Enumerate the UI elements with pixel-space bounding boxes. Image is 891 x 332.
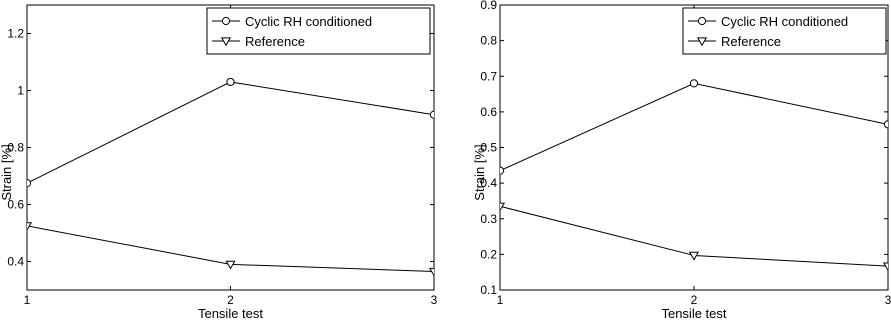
x-tick-label: 3 [431,293,438,307]
legend-marker [696,37,708,47]
y-axis-label: Strain [%] [0,144,14,200]
y-tick-label: 0.3 [480,212,497,226]
data-point-reference [882,262,888,272]
data-point-reference [688,251,700,261]
y-tick-label: 0.4 [7,255,24,269]
series-layer [500,79,888,272]
series-line-cyclic-rh-conditioned [27,81,434,184]
y-axis-label: Strain [%] [472,144,487,200]
y-tick-label: 0.8 [480,34,497,48]
y-tick-label: 0.7 [480,69,497,83]
data-point-cyclic-rh-conditioned [689,79,699,88]
y-tick-label: 0.4 [480,176,497,190]
y-tick-label: 1.2 [7,27,24,41]
data-point-cyclic-rh-conditioned [429,110,434,119]
y-tick-label: 0.6 [7,198,24,212]
data-point-cyclic-rh-conditioned [500,166,505,175]
y-tick-label: 0.2 [480,247,497,261]
x-tick-label: 2 [227,293,234,307]
chart-2: 0.1 0.2 0.3 0.4 0.5 0.6 0.7 0.8 0.9 1 2 3 Tensile te… [472,0,891,321]
data-point-reference [225,260,236,270]
data-point-cyclic-rh-conditioned [27,179,32,188]
legend-entry: Cyclic RH conditioned [721,14,848,29]
x-tick-label: 1 [24,293,31,307]
legend-marker [220,37,232,47]
legend-box [682,7,887,55]
data-point-reference [428,267,434,277]
y-tick-label: 0.5 [480,141,497,155]
x-tick-label: 1 [497,293,504,307]
y-tick-label: 0.1 [480,283,497,297]
x-axis-label: Tensile test [198,306,263,321]
legend-marker [697,16,707,26]
legend: Cyclic RH conditioned Reference [682,7,887,55]
series-layer [27,77,434,277]
legend-box [206,7,431,55]
legend: Cyclic RH conditioned Reference [206,7,431,55]
data-point-reference [500,202,506,212]
chart-1: 0.4 0.6 0.8 1 1.2 1 2 3 Tensile test Strain [%] Cy… [0,4,438,321]
y-tick-label: 0.8 [7,141,24,155]
data-point-cyclic-rh-conditioned [226,77,235,87]
x-axis-label: Tensile test [661,306,726,321]
x-tick-label: 3 [885,293,891,307]
series-line-cyclic-rh-conditioned [500,82,888,172]
y-tick-label: 1 [17,84,24,98]
y-tick-label: 0.9 [480,0,497,12]
legend-entry: Cyclic RH conditioned [245,14,372,29]
data-point-cyclic-rh-conditioned [883,120,888,129]
y-tick-label: 0.6 [480,105,497,119]
legend-entry: Reference [245,34,305,49]
legend-entry: Reference [721,34,781,49]
legend-marker [221,16,231,26]
data-point-reference [27,222,33,232]
x-tick-label: 2 [691,293,698,307]
